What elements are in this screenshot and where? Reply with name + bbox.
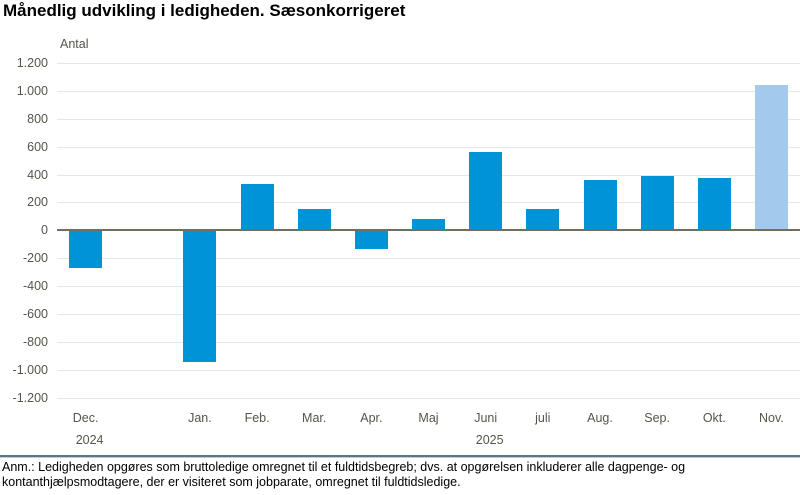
x-axis-tick-label: Dec.: [72, 411, 99, 425]
x-axis-tick-label: Maj: [418, 411, 439, 425]
x-axis-tick-label: Jan.: [188, 411, 212, 425]
y-axis-tick-label: 1.000: [16, 83, 48, 98]
bar-mar: [297, 208, 331, 232]
bar-juli: [526, 208, 560, 232]
gridline: [57, 202, 800, 204]
x-axis-tick-label: Sep.: [644, 411, 670, 425]
bar-jan: [183, 231, 217, 363]
x-axis-tick-label: Aug.: [587, 411, 613, 425]
y-axis-tick-label: 200: [27, 195, 48, 210]
x-axis-tick-label: Mar.: [302, 411, 327, 425]
bar-feb: [240, 183, 274, 232]
y-axis-tick-label: -600: [22, 306, 48, 321]
x-axis-tick-label: Feb.: [244, 411, 270, 425]
bar-okt: [697, 178, 731, 232]
bar-maj: [412, 218, 445, 232]
gridline: [57, 341, 800, 343]
x-axis-tick-label: Juni: [474, 411, 498, 425]
y-axis-tick-label: -1.000: [12, 362, 48, 377]
x-axis-tick-label: Apr.: [360, 411, 383, 425]
bar-aug: [583, 180, 617, 232]
gridline: [57, 63, 800, 64]
bar-apr: [354, 231, 388, 250]
y-axis-tick-label: -400: [22, 279, 48, 293]
gridline: [57, 90, 800, 92]
y-axis-tick-label: -200: [22, 251, 48, 266]
x-axis-year-label: 2024: [75, 433, 104, 447]
gridline: [57, 146, 800, 148]
y-axis-unit-label: Antal: [60, 37, 89, 51]
y-axis-tick-label: 800: [27, 111, 48, 126]
footer-divider: [0, 455, 800, 458]
y-axis-tick-label: -1.200: [12, 390, 48, 405]
y-axis-tick-label: 1.200: [16, 56, 48, 70]
y-axis-tick-label: 0: [41, 223, 48, 238]
y-axis-tick-label: -800: [22, 334, 48, 349]
bar-dec: [69, 231, 103, 269]
x-axis-tick-label: Okt.: [702, 411, 726, 425]
gridline: [57, 369, 800, 371]
x-axis-tick-label: juli: [535, 411, 551, 425]
x-axis-tick-label: Nov.: [759, 411, 784, 425]
gridline: [57, 286, 800, 287]
gridline: [57, 258, 800, 260]
gridline: [57, 174, 800, 176]
gridline: [57, 118, 800, 120]
x-axis-year-label: 2025: [475, 433, 504, 447]
y-axis-tick-label: 400: [27, 167, 48, 182]
bar-nov: [754, 84, 788, 232]
bar-sep: [640, 175, 674, 232]
gridline: [57, 313, 800, 315]
zero-axis-line: [57, 229, 800, 232]
bar-juni: [469, 151, 503, 232]
footer-note: Anm.: Ledigheden opgøres som bruttoledig…: [2, 460, 686, 489]
gridline: [57, 397, 800, 399]
y-axis-tick-label: 600: [27, 139, 48, 154]
page-title: Månedlig udvikling i ledigheden. Sæsonko…: [3, 1, 406, 20]
